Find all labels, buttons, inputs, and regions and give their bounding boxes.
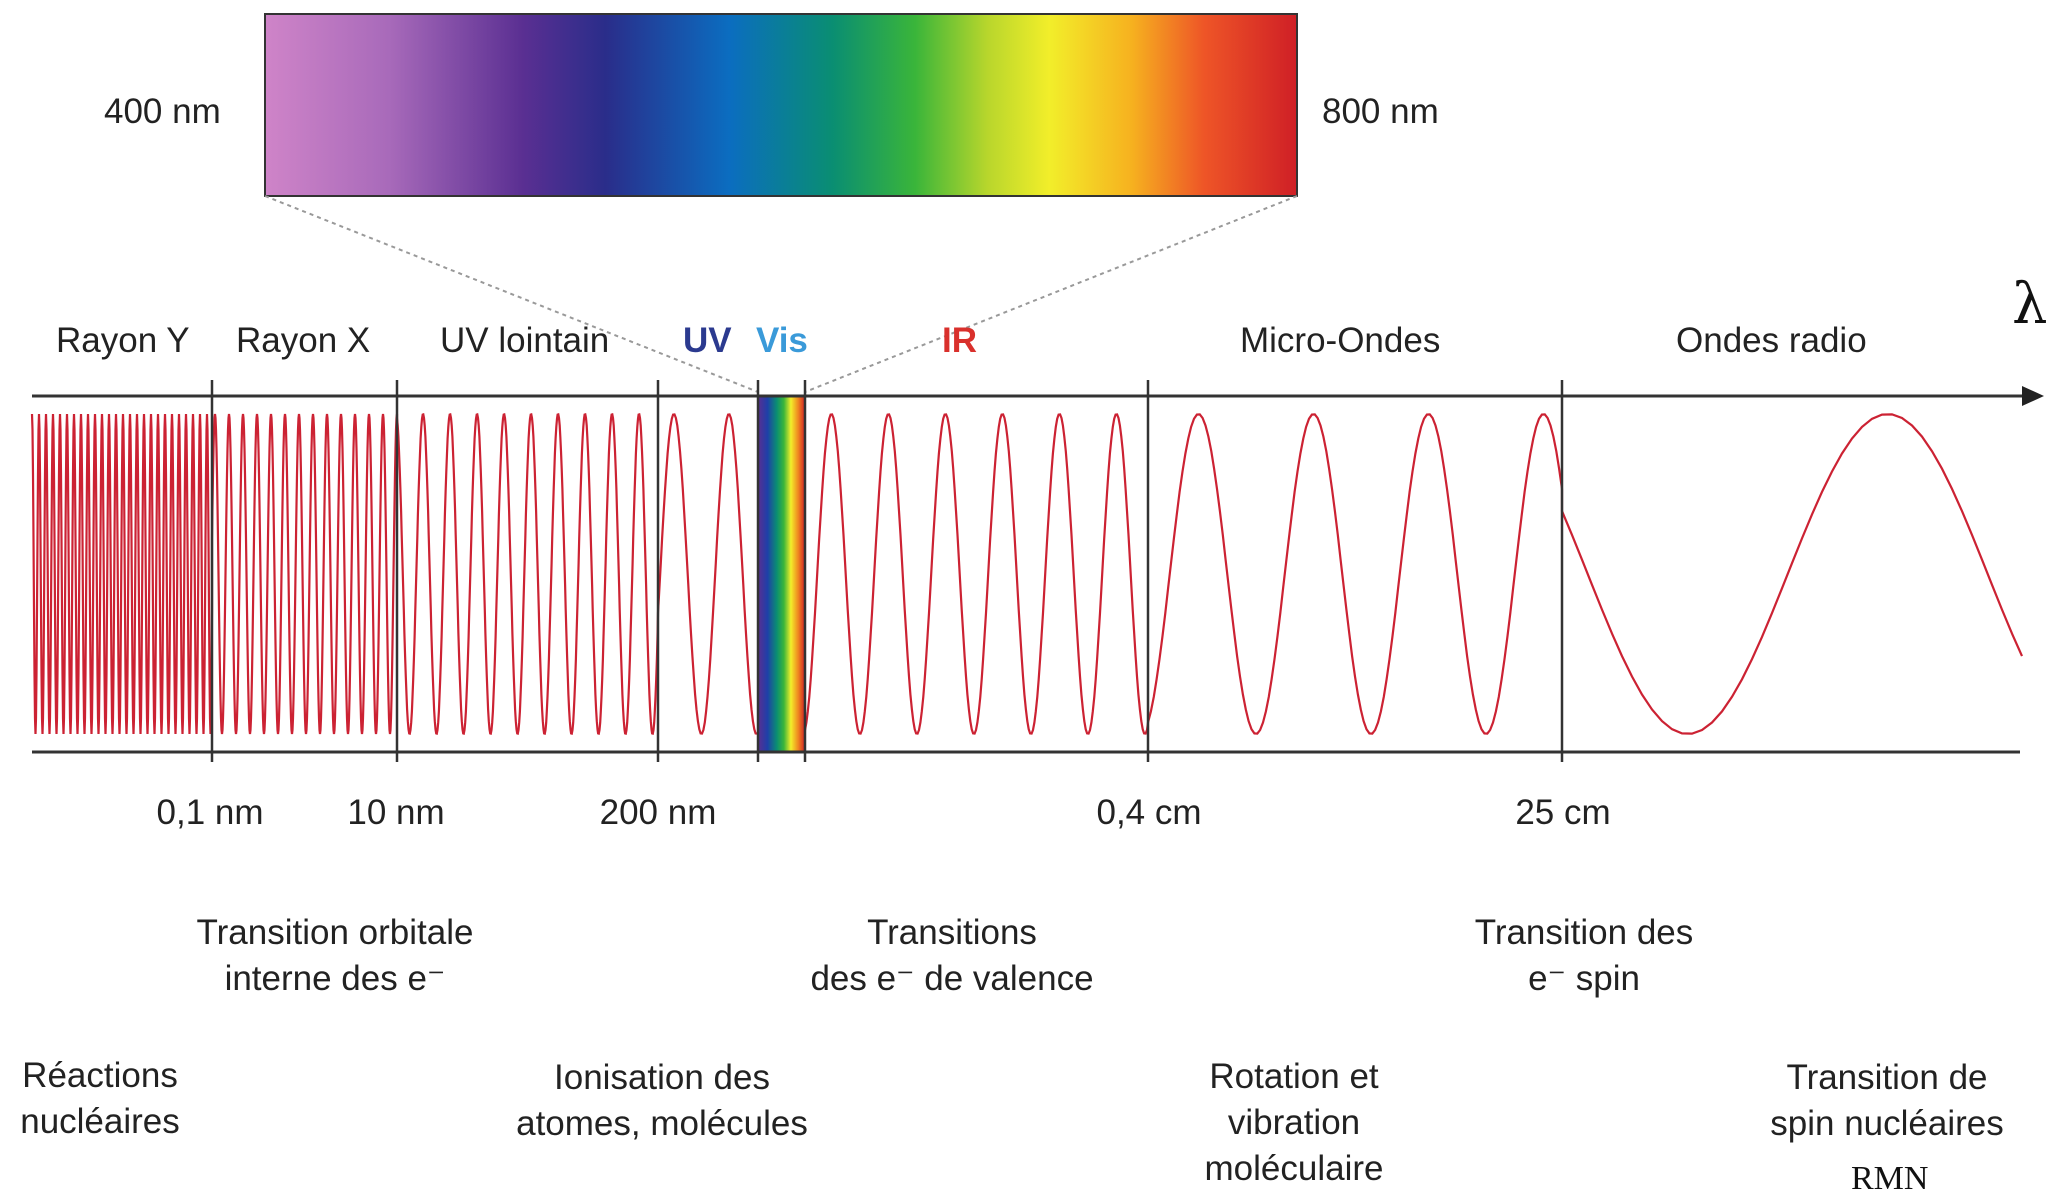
tick-label-0-4cm: 0,4 cm	[1096, 793, 1202, 832]
zoom-line-left	[264, 195, 759, 393]
region-label-vis: Vis	[756, 321, 808, 360]
nuclear-reactions: Réactions nucléaires	[20, 1053, 180, 1145]
region-label-xray: Rayon X	[236, 321, 370, 360]
region-label-gamma: Rayon Y	[56, 321, 190, 360]
region-labels: Rayon Y Rayon X UV lointain UV Vis IR Mi…	[56, 321, 1867, 360]
visible-start-label: 400 nm	[104, 92, 221, 131]
transition-valence: Transitions des e⁻ de valence	[810, 910, 1093, 1002]
tick-label-200nm: 200 nm	[599, 793, 717, 832]
transition-valence-line2: des e⁻ de valence	[810, 959, 1094, 998]
nuclear-reactions-line2: nucléaires	[20, 1102, 180, 1141]
lambda-symbol: λ	[2012, 272, 2046, 337]
visible-end-label: 800 nm	[1322, 92, 1439, 131]
nuclear-spin-line2: spin nucléaires	[1770, 1104, 2004, 1143]
visible-strip	[758, 396, 805, 752]
tick-label-10nm: 10 nm	[347, 793, 445, 832]
tick-label-25cm: 25 cm	[1515, 793, 1611, 832]
transition-electron-spin-line2: e⁻ spin	[1528, 959, 1640, 998]
region-label-microwave: Micro-Ondes	[1240, 321, 1440, 360]
rotation-vibration-line3: moléculaire	[1204, 1149, 1384, 1188]
ionisation-line1: Ionisation des	[554, 1058, 770, 1097]
transition-inner-orbital-line1: Transition orbitale	[196, 913, 474, 952]
transition-electron-spin: Transition des e⁻ spin	[1475, 910, 1694, 1002]
region-label-radio: Ondes radio	[1676, 321, 1867, 360]
region-label-ir: IR	[942, 321, 977, 360]
rotation-vibration-line1: Rotation et	[1209, 1057, 1379, 1096]
rotation-vibration-line2: vibration	[1227, 1103, 1361, 1142]
transition-valence-line1: Transitions	[867, 913, 1037, 952]
nuclear-reactions-line1: Réactions	[22, 1056, 178, 1095]
wave-curve	[30, 412, 2024, 736]
zoom-line-right	[804, 195, 1298, 393]
axis-arrow-icon	[2022, 386, 2044, 406]
region-label-far-uv: UV lointain	[440, 321, 609, 360]
rmn-label: RMN	[1851, 1160, 1929, 1197]
transition-inner-orbital-line2: interne des e⁻	[224, 959, 446, 998]
rotation-vibration: Rotation et vibration moléculaire	[1205, 1054, 1384, 1192]
nuclear-spin-transition: Transition de spin nucléaires	[1770, 1055, 2003, 1147]
region-label-uv: UV	[683, 321, 732, 360]
ionisation: Ionisation des atomes, molécules	[516, 1055, 808, 1147]
transition-electron-spin-line1: Transition des	[1474, 913, 1694, 952]
transition-inner-orbital: Transition orbitale interne des e⁻	[197, 910, 474, 1002]
tick-label-0-1nm: 0,1 nm	[156, 793, 264, 832]
nuclear-spin-line1: Transition de	[1786, 1058, 1988, 1097]
ionisation-line2: atomes, molécules	[516, 1104, 808, 1143]
visible-spectrum-bar	[264, 13, 1298, 197]
